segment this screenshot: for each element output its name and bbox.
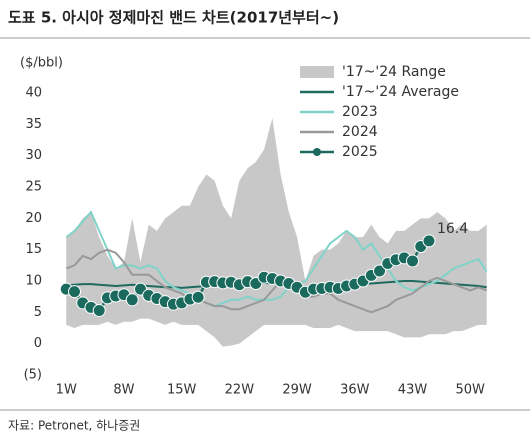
series-line <box>65 210 488 308</box>
y-tick-label: 20 <box>25 211 42 226</box>
y-tick-label: 30 <box>25 148 42 163</box>
y-tick-label: 5 <box>34 305 42 320</box>
legend-swatch <box>300 66 334 78</box>
legend-label: '17~'24 Range <box>342 64 446 80</box>
point <box>191 290 205 304</box>
point <box>67 285 81 299</box>
point <box>406 254 420 268</box>
legend-label: 2024 <box>342 124 378 140</box>
legend-swatch <box>313 148 321 156</box>
y-tick-label: 40 <box>25 86 42 101</box>
y-tick-label: 10 <box>25 274 42 289</box>
x-tick-label: 22W <box>225 383 255 398</box>
legend-label: 2023 <box>342 104 378 120</box>
point <box>373 264 387 278</box>
y-axis-label: ($/bbl) <box>20 56 63 71</box>
x-tick-label: 43W <box>398 383 428 398</box>
y-tick-label: 25 <box>25 180 42 195</box>
y-tick-label: 0 <box>34 336 42 351</box>
y-tick-label: (5) <box>24 368 42 383</box>
legend-label: 2025 <box>342 144 378 160</box>
x-tick-label: 15W <box>167 383 197 398</box>
x-tick-label: 8W <box>113 383 134 398</box>
title: 도표 5. 아시아 정제마진 밴드 차트(2017년부터~) <box>8 9 339 27</box>
y-tick-label: 15 <box>25 242 42 257</box>
point <box>92 303 106 317</box>
range-band <box>66 118 487 347</box>
x-tick-label: 1W <box>56 383 77 398</box>
x-tick-label: 36W <box>340 383 370 398</box>
y-tick-label: 35 <box>25 117 42 132</box>
x-tick-label: 50W <box>456 383 486 398</box>
point <box>422 234 436 248</box>
x-tick-label: 29W <box>282 383 312 398</box>
source: 자료: Petronet, 하나증권 <box>8 419 140 433</box>
legend-label: '17~'24 Average <box>342 84 459 100</box>
data-label: 16.4 <box>437 221 468 237</box>
point <box>125 293 139 307</box>
